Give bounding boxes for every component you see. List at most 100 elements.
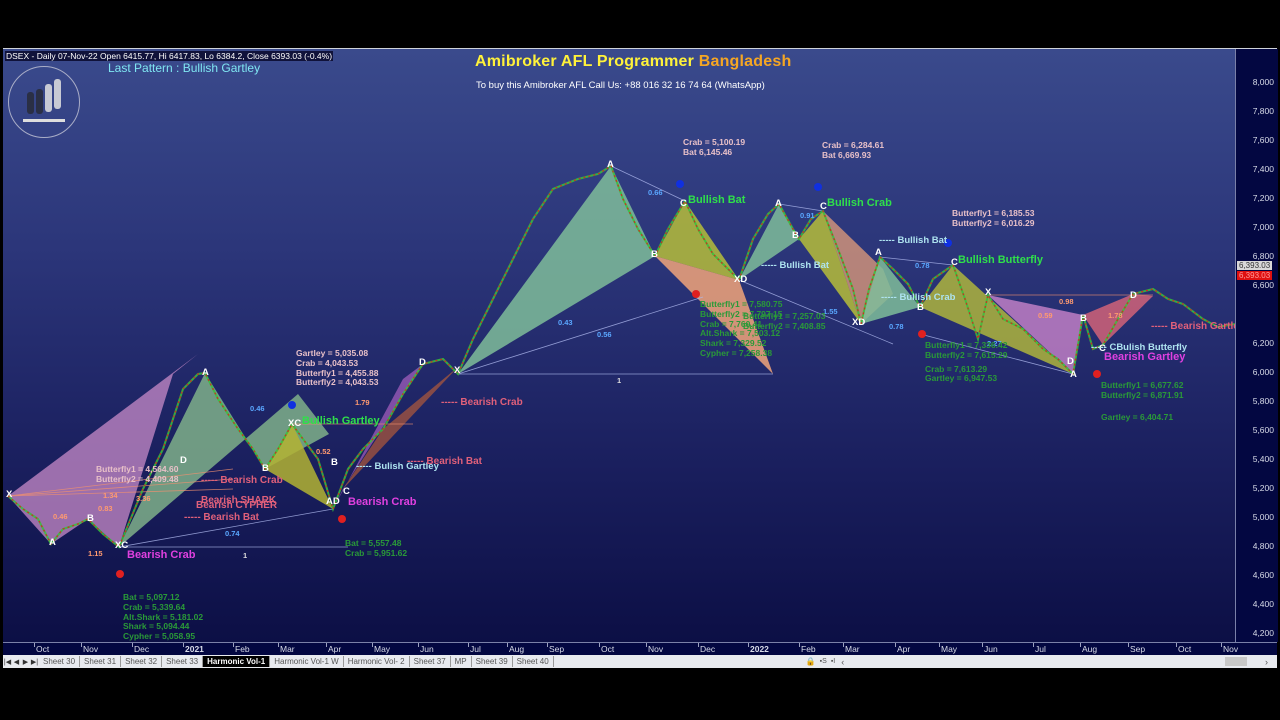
tab-sheet-30[interactable]: Sheet 30: [39, 656, 81, 667]
scroll-right-button[interactable]: ›: [1265, 656, 1268, 667]
prev-sheet-button[interactable]: ◀: [13, 658, 20, 666]
ratio-label: 0.52: [316, 447, 331, 456]
ratio-label: 1.15: [88, 549, 103, 558]
value-box-crab-bat: Crab = 6,284.61 Bat 6,669.93: [822, 140, 885, 160]
point-c: C: [343, 486, 350, 497]
point-a: A: [49, 537, 56, 548]
point-xd: XD: [852, 317, 866, 328]
title-accent: Bangladesh: [698, 53, 792, 70]
last-pattern-label: Last Pattern : Bullish Gartley: [108, 61, 261, 75]
point-b: B: [87, 513, 94, 524]
y-tick: 6,800: [1252, 251, 1274, 261]
price-axis[interactable]: 8,000 7,800 7,600 7,400 7,200 7,000 6,80…: [1235, 49, 1278, 642]
ratio-label: 1: [243, 551, 248, 560]
tab-sheet-33[interactable]: Sheet 33: [162, 656, 204, 667]
point-d: D: [1067, 356, 1074, 367]
point-b: B: [262, 463, 269, 474]
sheet-tab-bar: |◀ ◀ ▶ ▶| Sheet 30 Sheet 31 Sheet 32 She…: [3, 655, 1277, 668]
point-b: B: [331, 457, 338, 468]
point-ad: AD: [326, 496, 340, 507]
ratio-label: 1.78: [1108, 311, 1123, 320]
pattern-bearish-crab: Bearish Crab: [127, 549, 196, 561]
x-tick: Dec: [131, 643, 150, 654]
ratio-label: 0.83: [98, 504, 113, 513]
x-tick: Aug: [506, 643, 525, 654]
tab-harmonic-vol-1[interactable]: Harmonic Vol-1: [203, 656, 271, 667]
ratio-label: 0.98: [1059, 297, 1074, 306]
point-a: A: [202, 367, 209, 378]
pattern-bullish-crab: ----- Bullish Crab: [881, 292, 956, 303]
point-xc: XC: [115, 540, 129, 551]
x-tick: Jun: [418, 643, 434, 654]
tab-sheet-39[interactable]: Sheet 39: [472, 656, 513, 667]
ratio-label: 2.27: [987, 339, 1002, 348]
ratio-label: 0.43: [558, 318, 573, 327]
point-x: X: [985, 287, 992, 298]
point-d: D: [180, 455, 187, 466]
tab-harmonic-vol-1-w[interactable]: Harmonic Vol-1 W: [270, 656, 344, 667]
value-box-targets: Bat = 5,097.12 Crab = 5,339.64 Alt.Shark =…: [123, 592, 204, 642]
lock-icon[interactable]: 🔒: [805, 657, 816, 666]
scale-i-button[interactable]: ▪I: [830, 658, 836, 665]
ratio-label: 1: [617, 376, 622, 385]
point-b: B: [1080, 313, 1087, 324]
brand-logo: [8, 66, 80, 138]
pattern-bullish-bat: ----- Bullish Bat: [879, 235, 948, 246]
tab-sheet-31[interactable]: Sheet 31: [80, 656, 122, 667]
tab-sheet-40[interactable]: Sheet 40: [513, 656, 554, 667]
x-tick: Aug: [1079, 643, 1098, 654]
x-tick: Jun: [982, 643, 998, 654]
ratio-label: 0.78: [915, 261, 930, 270]
x-tick: Dec: [697, 643, 716, 654]
scroll-left-button[interactable]: ‹: [841, 656, 845, 667]
ratio-label: 3.36: [136, 494, 151, 503]
pattern-bearish-crab: Bearish Crab: [348, 496, 417, 508]
y-tick: 5,000: [1252, 512, 1274, 522]
point-c: C: [951, 257, 958, 268]
ratio-label: 0.66: [648, 188, 663, 197]
y-tick: 5,600: [1252, 425, 1274, 435]
x-tick: Sep: [1127, 643, 1146, 654]
close-price-tag: 6,393.03: [1237, 271, 1273, 280]
value-box-targets: Butterfly1 = 7,580.75 Butterfly2 = 7,797.…: [700, 299, 783, 358]
y-tick: 7,200: [1252, 193, 1274, 203]
x-tick: Sep: [546, 643, 565, 654]
pattern-bearish-shark: Bearish SHARK: [201, 495, 277, 506]
next-sheet-button[interactable]: ▶: [22, 658, 29, 666]
first-sheet-button[interactable]: |◀: [3, 658, 12, 666]
x-tick: Mar: [278, 643, 295, 654]
scale-s-button[interactable]: ▪S: [819, 658, 827, 665]
value-box-butterfly: Butterfly1 = 6,185.53 Butterfly2 = 6,016.…: [952, 208, 1035, 228]
pattern-bearish-bat: ----- Bearish Bat: [407, 456, 483, 467]
point-c: C: [680, 198, 687, 209]
x-tick: Oct: [1175, 643, 1192, 654]
horizontal-scrollbar-thumb[interactable]: [1225, 657, 1247, 666]
ratio-label: 0.74: [225, 529, 240, 538]
last-sheet-button[interactable]: ▶|: [30, 658, 39, 666]
ratio-label: 0.46: [53, 512, 68, 521]
price-chart-pane[interactable]: X A B XC D A B XC B C AD D X A B C XD A …: [3, 49, 1235, 642]
x-tick: Apr: [325, 643, 342, 654]
pattern-bearish-crab: ----- Bearish Crab: [441, 397, 523, 408]
point-b: B: [651, 249, 658, 260]
y-tick: 4,600: [1252, 570, 1274, 580]
x-tick: Oct: [33, 643, 50, 654]
y-tick: 6,600: [1252, 280, 1274, 290]
tab-sheet-32[interactable]: Sheet 32: [121, 656, 163, 667]
point-c: C: [820, 201, 827, 212]
x-tick: May: [938, 643, 958, 654]
tab-mp[interactable]: MP: [451, 656, 472, 667]
y-tick: 5,400: [1252, 454, 1274, 464]
y-tick: 6,200: [1252, 338, 1274, 348]
date-axis[interactable]: Oct Nov Dec 2021 Feb Mar Apr May Jun Jul…: [3, 642, 1277, 656]
pattern-bullish-gartley: Bullish Gartley: [302, 415, 380, 427]
ohlc-info-line: DSEX - Daily 07-Nov-22 Open 6415.77, Hi …: [5, 51, 334, 61]
point-c: C: [1099, 343, 1106, 354]
tab-sheet-37[interactable]: Sheet 37: [410, 656, 451, 667]
ratio-label: 0.59: [1038, 311, 1053, 320]
y-tick: 5,800: [1252, 396, 1274, 406]
pattern-bearish-gartley: ----- Bearish Gartley: [1151, 321, 1235, 332]
y-tick: 7,800: [1252, 106, 1274, 116]
point-x: X: [454, 365, 461, 376]
tab-harmonic-vol-2[interactable]: Harmonic Vol- 2: [344, 656, 410, 667]
